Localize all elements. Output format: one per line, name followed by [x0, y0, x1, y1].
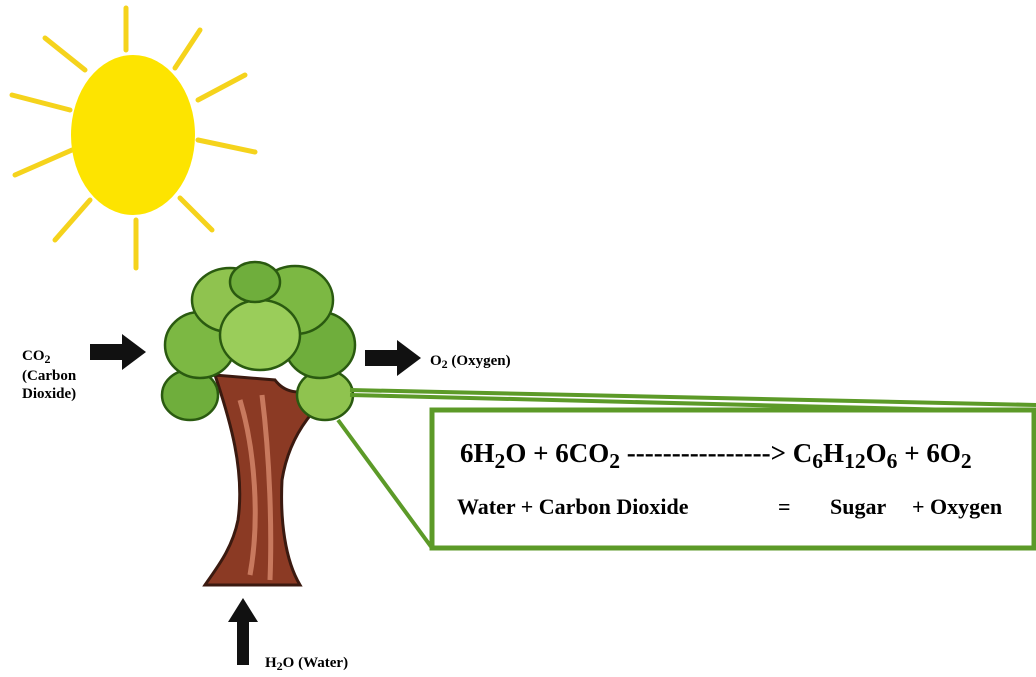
- formula-part: O: [430, 353, 442, 369]
- formula-part: 6H: [460, 438, 495, 468]
- o2-label: O2 (Oxygen): [430, 353, 511, 371]
- formula-part: CO: [22, 348, 45, 364]
- formula-part: O (Water): [283, 655, 348, 671]
- formula-part: ----------------> C: [620, 438, 812, 468]
- h2o-label: H2O (Water): [265, 655, 348, 673]
- subscript: 12: [844, 449, 866, 473]
- formula-part: O: [866, 438, 887, 468]
- tree: [162, 262, 355, 585]
- word-equation: + Oxygen: [912, 494, 1002, 519]
- formula-part: O + 6CO: [505, 438, 609, 468]
- subscript: 2: [45, 352, 51, 366]
- formula-part: (Oxygen): [448, 353, 511, 369]
- subscript: 2: [609, 449, 620, 473]
- photosynthesis-diagram: CO2(CarbonDioxide)O2 (Oxygen)H2O (Water)…: [0, 0, 1036, 677]
- sun: [12, 8, 255, 268]
- subscript: 6: [812, 449, 823, 473]
- formula-part: H: [265, 655, 277, 671]
- subscript: 6: [887, 449, 898, 473]
- word-equation: Sugar: [830, 494, 886, 519]
- formula-part: H: [823, 438, 844, 468]
- formula-part: + 6O: [897, 438, 960, 468]
- subscript: 2: [495, 449, 506, 473]
- word-equation: =: [778, 494, 791, 519]
- callout: [338, 390, 1036, 548]
- word-equation: Water + Carbon Dioxide: [457, 494, 689, 519]
- co2-label: CO2: [22, 348, 51, 366]
- subscript: 2: [961, 449, 972, 473]
